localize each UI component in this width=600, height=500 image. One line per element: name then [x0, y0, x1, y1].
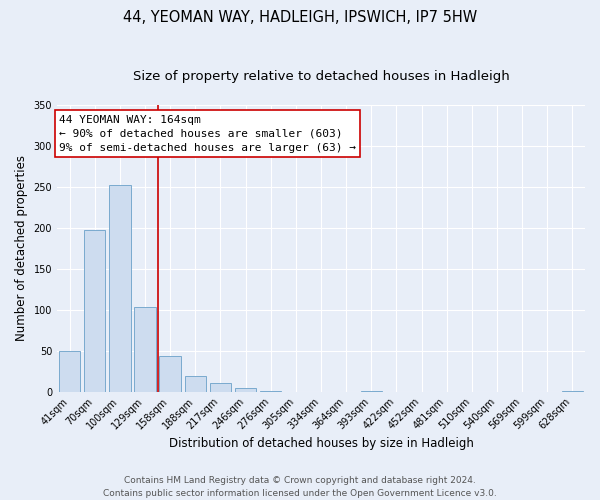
Bar — [134, 308, 156, 392]
Bar — [260, 391, 281, 392]
Bar — [160, 356, 181, 392]
Bar — [235, 388, 256, 392]
Y-axis label: Number of detached properties: Number of detached properties — [15, 156, 28, 342]
Bar — [210, 384, 231, 392]
Bar — [109, 186, 131, 392]
X-axis label: Distribution of detached houses by size in Hadleigh: Distribution of detached houses by size … — [169, 437, 473, 450]
Bar — [562, 391, 583, 392]
Bar — [84, 230, 106, 392]
Text: Contains HM Land Registry data © Crown copyright and database right 2024.
Contai: Contains HM Land Registry data © Crown c… — [103, 476, 497, 498]
Bar — [361, 391, 382, 392]
Text: 44, YEOMAN WAY, HADLEIGH, IPSWICH, IP7 5HW: 44, YEOMAN WAY, HADLEIGH, IPSWICH, IP7 5… — [123, 10, 477, 25]
Bar — [185, 376, 206, 392]
Title: Size of property relative to detached houses in Hadleigh: Size of property relative to detached ho… — [133, 70, 509, 83]
Text: 44 YEOMAN WAY: 164sqm
← 90% of detached houses are smaller (603)
9% of semi-deta: 44 YEOMAN WAY: 164sqm ← 90% of detached … — [59, 115, 356, 153]
Bar — [59, 350, 80, 392]
